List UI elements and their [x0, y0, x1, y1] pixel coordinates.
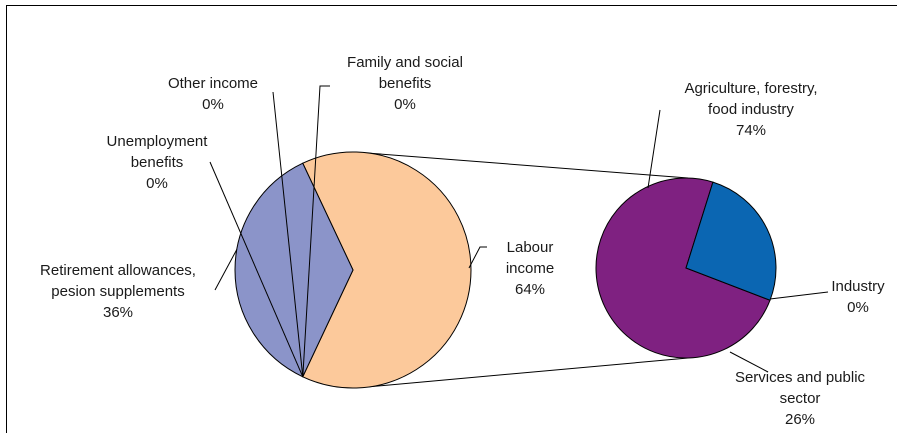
data-label-agriculture-forestry-food-industry: Agriculture, forestry, food industry 74%	[684, 80, 817, 139]
leader-line-unemployment-benefits	[209, 161, 304, 377]
data-labels: Labour income 64% Retirement allowances, pes…	[40, 54, 885, 428]
data-label-line: 36%	[103, 304, 133, 321]
sub-slice-services-and-public-sector	[685, 181, 777, 301]
data-label-family-and-social-benefits: Family and social benefits 0%	[347, 54, 463, 113]
data-label-line: food industry	[708, 101, 794, 118]
data-label-labour-income: Labour income 64%	[506, 239, 554, 298]
connector-lines	[366, 152, 689, 388]
data-label-line: 0%	[394, 96, 416, 113]
main-slice-labour-income	[302, 151, 472, 389]
data-label-line: Labour	[507, 239, 554, 256]
data-label-line: 64%	[515, 281, 545, 298]
main-slice-retirement-allowances-pesion-supplements	[234, 162, 354, 378]
data-label-line: Industry	[831, 278, 885, 295]
data-label-line: Services and public	[735, 369, 866, 386]
data-label-line: Unemployment	[107, 133, 209, 150]
leader-line-other-income	[272, 91, 304, 377]
data-label-other-income: Other income 0%	[168, 75, 258, 113]
data-label-line: 74%	[736, 122, 766, 139]
data-label-line: 0%	[202, 96, 224, 113]
data-label-line: benefits	[131, 154, 184, 171]
connector-line-bottom	[366, 357, 689, 388]
data-label-line: 0%	[847, 299, 869, 316]
leader-line-industry	[769, 291, 829, 300]
data-label-line: 26%	[785, 411, 815, 428]
data-label-line: pesion supplements	[51, 283, 184, 300]
data-label-line: 0%	[146, 175, 168, 192]
data-label-line: Other income	[168, 75, 258, 92]
leader-line-retirement-allowances-pesion-supplements	[214, 249, 238, 291]
leader-line-labour-income	[468, 246, 487, 269]
breakdown-pie	[595, 177, 777, 359]
data-label-retirement-allowances-pesion-supplements: Retirement allowances, pesion supplements…	[40, 262, 196, 321]
main-pie	[234, 151, 472, 389]
data-label-line: Retirement allowances,	[40, 262, 196, 279]
leader-line-agriculture-forestry-food-industry	[647, 109, 661, 189]
data-label-services-and-public-sector: Services and public sector 26%	[735, 369, 866, 428]
data-label-industry: Industry 0%	[831, 278, 885, 316]
data-label-line: benefits	[379, 75, 432, 92]
data-label-line: income	[506, 260, 554, 277]
data-label-line: Family and social	[347, 54, 463, 71]
data-label-line: Agriculture, forestry,	[684, 80, 817, 97]
data-label-unemployment-benefits: Unemployment benefits 0%	[107, 133, 209, 192]
leader-line-family-and-social-benefits	[302, 85, 330, 377]
leader-lines	[209, 85, 829, 377]
connector-line-top	[366, 152, 689, 179]
data-label-line: sector	[780, 390, 821, 407]
sub-slice-agriculture-forestry-food-industry	[595, 177, 771, 359]
leader-line-services-and-public-sector	[729, 351, 769, 373]
